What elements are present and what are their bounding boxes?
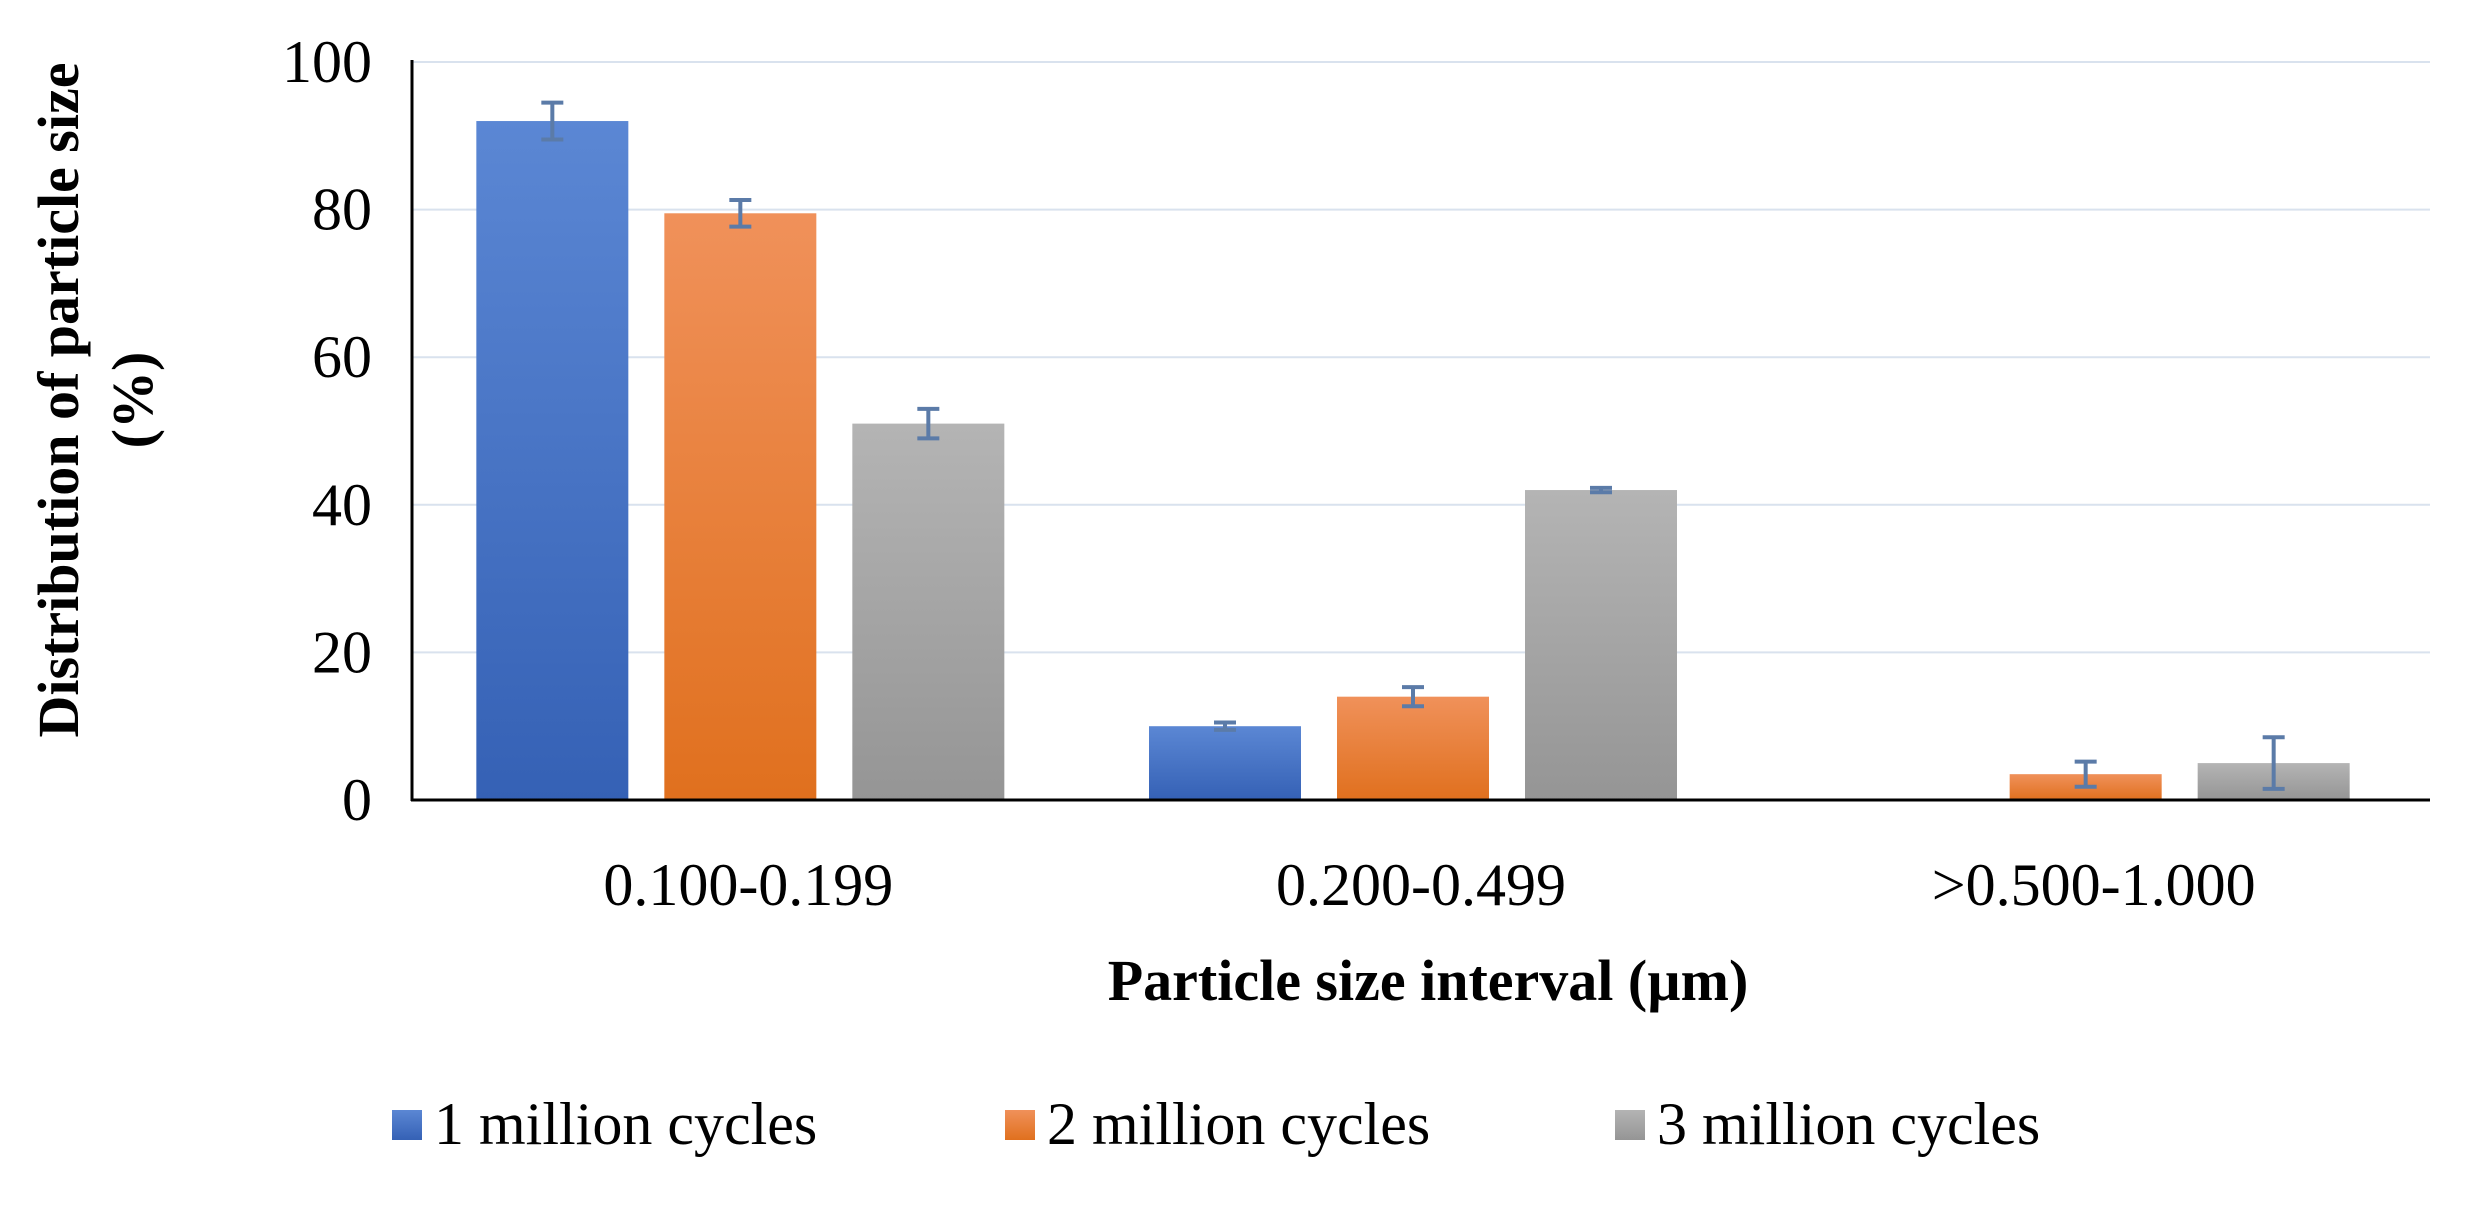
- axes: [410, 60, 2430, 802]
- legend-swatch-1: [392, 1110, 422, 1140]
- legend-item-1: 1 million cycles: [392, 1091, 817, 1157]
- legend-swatch-2: [1005, 1110, 1035, 1140]
- x-tick-label-1: 0.100-0.199: [603, 852, 893, 918]
- bar-2-1: [664, 213, 817, 801]
- y-axis-title-line1: Distribution of particle size: [26, 63, 91, 738]
- x-axis-title: Particle size interval (µm): [1108, 948, 1749, 1013]
- bars: [476, 121, 2350, 801]
- y-tick-label-80: 80: [312, 177, 372, 243]
- legend-item-2: 2 million cycles: [1005, 1091, 1430, 1157]
- error-bar-3-3: [2262, 735, 2285, 791]
- legend-label-3: 3 million cycles: [1657, 1091, 2040, 1157]
- tick-labels: 0.100-0.199 0.200-0.499 >0.500-1.000 0 20 40 6…: [282, 29, 2256, 918]
- error-bar-3-2: [1590, 485, 1612, 495]
- x-tick-label-2: 0.200-0.499: [1276, 852, 1566, 918]
- bar-3-1: [852, 423, 1005, 800]
- bar-2-2: [1337, 696, 1489, 800]
- error-bars: [541, 100, 2285, 791]
- y-tick-label-40: 40: [312, 472, 372, 538]
- bar-1-1: [476, 121, 629, 801]
- error-bar-1-2: [1214, 720, 1236, 732]
- legend-label-2: 2 million cycles: [1047, 1091, 1430, 1157]
- legend-swatch-3: [1615, 1110, 1645, 1140]
- bar-1-2: [1149, 726, 1301, 800]
- y-axis-title-line2: (%): [100, 352, 165, 449]
- error-bar-3-1: [917, 406, 940, 441]
- x-tick-label-3: >0.500-1.000: [1932, 852, 2256, 918]
- y-tick-label-100: 100: [282, 29, 372, 95]
- error-bar-2-1: [729, 198, 752, 229]
- legend-label-1: 1 million cycles: [434, 1091, 817, 1157]
- y-tick-label-20: 20: [312, 619, 372, 685]
- error-bar-2-2: [1402, 685, 1424, 709]
- y-tick-label-0: 0: [342, 767, 372, 833]
- bar-3-2: [1525, 490, 1677, 800]
- legend-item-3: 3 million cycles: [1615, 1091, 2040, 1157]
- error-bar-2-3: [2074, 759, 2097, 789]
- error-bar-1-1: [541, 100, 564, 142]
- y-tick-label-60: 60: [312, 324, 372, 390]
- legend: 1 million cycles 2 million cycles 3 millio…: [392, 1091, 2040, 1157]
